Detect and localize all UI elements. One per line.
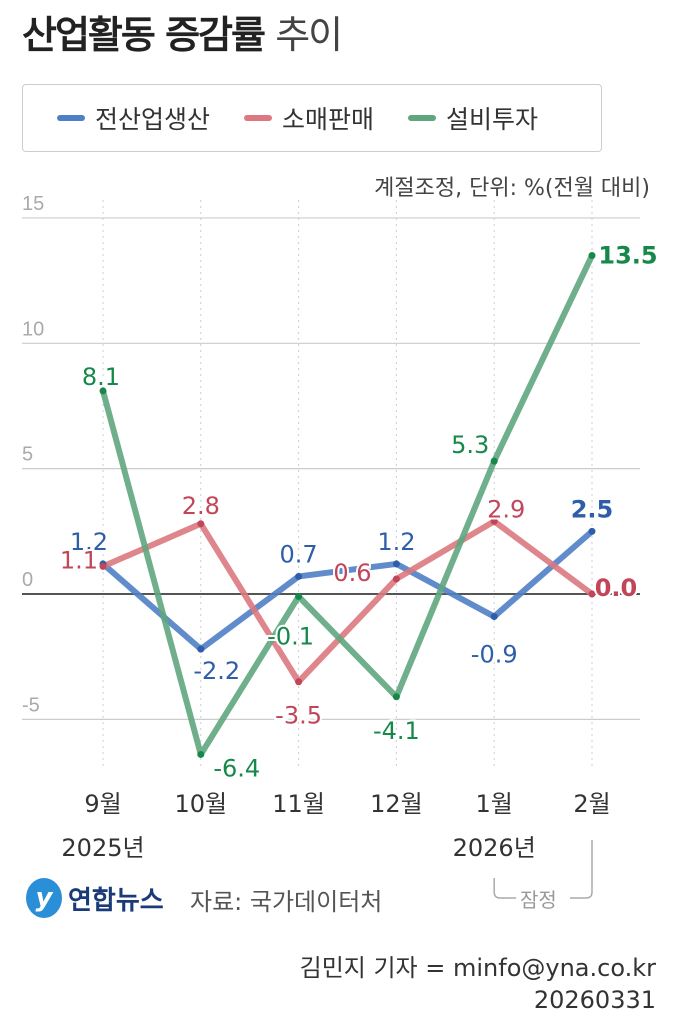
data-label: -2.2 bbox=[193, 657, 240, 685]
x-tick-label: 10월 bbox=[174, 790, 227, 818]
y-tick-label: -5 bbox=[22, 694, 40, 716]
x-tick-label: 11월 bbox=[272, 790, 325, 818]
data-point bbox=[295, 678, 303, 686]
unit-label: 계절조정, 단위: %(전월 대비) bbox=[374, 176, 650, 201]
data-label: 1.1 bbox=[60, 546, 98, 574]
legend-label: 소매판매 bbox=[282, 105, 375, 134]
legend-label: 전산업생산 bbox=[95, 105, 211, 134]
y-tick-label: 15 bbox=[22, 193, 44, 215]
logo-text: 연합뉴스 bbox=[68, 885, 164, 916]
data-point bbox=[490, 517, 498, 525]
legend-item-investment: 설비투자 bbox=[408, 100, 538, 136]
series-line-2 bbox=[100, 254, 595, 758]
data-label: 2.8 bbox=[182, 492, 220, 520]
data-label: 13.5 bbox=[598, 242, 657, 270]
x-tick-label: 12월 bbox=[370, 790, 423, 818]
data-point bbox=[588, 590, 596, 598]
data-label: 2.9 bbox=[487, 495, 525, 523]
y-tick-label: 10 bbox=[22, 318, 44, 340]
data-point bbox=[588, 527, 596, 535]
series-line-0 bbox=[101, 529, 594, 653]
data-point bbox=[490, 613, 498, 621]
x-tick-label: 9월 bbox=[84, 790, 121, 818]
data-label: -6.4 bbox=[213, 754, 260, 782]
data-point bbox=[295, 593, 303, 601]
preliminary-bracket bbox=[493, 840, 593, 899]
data-point bbox=[197, 520, 205, 528]
logo-mark-icon: y bbox=[26, 878, 62, 918]
data-point bbox=[197, 750, 205, 758]
data-point bbox=[588, 252, 596, 260]
data-label: 0.7 bbox=[280, 540, 318, 568]
credit: 김민지 기자 = minfo@yna.co.kr 20260331 bbox=[300, 952, 656, 1016]
source: 자료: 국가데이터처 bbox=[190, 888, 383, 916]
legend-item-production: 전산업생산 bbox=[57, 100, 210, 136]
data-label: -0.9 bbox=[471, 641, 518, 669]
data-point bbox=[99, 387, 107, 395]
data-point bbox=[392, 693, 400, 701]
data-point bbox=[490, 457, 498, 465]
series-line-1 bbox=[101, 518, 594, 685]
data-point bbox=[99, 562, 107, 570]
title-sub: 추이 bbox=[275, 13, 343, 57]
data-label: -0.1 bbox=[267, 623, 314, 651]
legend-swatch bbox=[408, 115, 437, 121]
legend-label: 설비투자 bbox=[446, 105, 539, 134]
data-label: 2.5 bbox=[571, 495, 614, 523]
data-point bbox=[197, 645, 205, 653]
preliminary-label: 잠정 bbox=[520, 888, 557, 912]
title-main: 산업활동 증감률 bbox=[22, 13, 266, 57]
data-label: 5.3 bbox=[451, 431, 489, 459]
reporter-credit: 김민지 기자 = minfo@yna.co.kr bbox=[299, 954, 656, 982]
legend-swatch bbox=[57, 115, 85, 121]
data-label: -4.1 bbox=[373, 717, 420, 745]
data-label: 0.6 bbox=[333, 559, 371, 587]
data-label: 0.0 bbox=[595, 574, 638, 602]
legend-item-retail: 소매판매 bbox=[244, 100, 374, 136]
chart-title: 산업활동 증감률 추이 bbox=[22, 4, 343, 59]
data-label: -3.5 bbox=[275, 702, 322, 730]
publish-date: 20260331 bbox=[533, 986, 656, 1014]
data-label: 1.2 bbox=[70, 528, 108, 556]
data-label: 8.1 bbox=[82, 363, 120, 391]
legend: 전산업생산 소매판매 설비투자 bbox=[22, 84, 602, 152]
y-tick-label: 0 bbox=[22, 569, 33, 591]
year-label: 2026년 bbox=[453, 834, 536, 862]
x-tick-label: 1월 bbox=[476, 790, 513, 818]
year-label: 2025년 bbox=[61, 834, 144, 862]
data-label: 1.2 bbox=[377, 528, 415, 556]
data-point bbox=[392, 575, 400, 583]
data-point bbox=[295, 572, 303, 580]
x-tick-label: 2월 bbox=[573, 790, 610, 818]
y-tick-label: 5 bbox=[22, 444, 33, 466]
yonhap-logo: y 연합뉴스 bbox=[26, 878, 164, 918]
data-point bbox=[392, 560, 400, 568]
legend-swatch bbox=[244, 115, 273, 121]
